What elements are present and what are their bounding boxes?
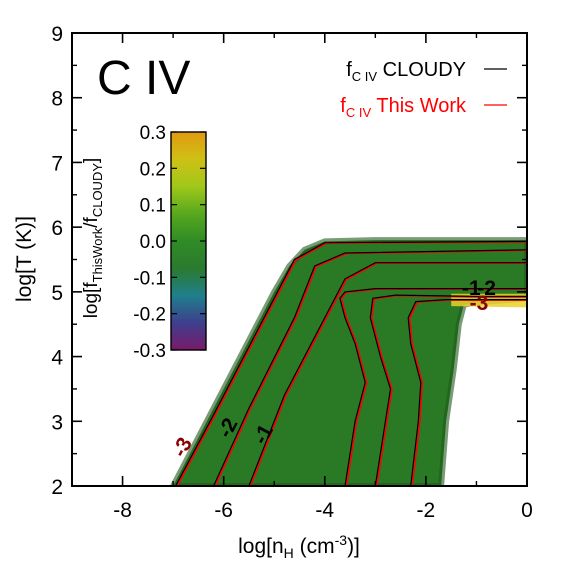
legend-label-part: f (346, 59, 352, 81)
contour-label-4: -2 (477, 277, 496, 300)
x-tick-label: -6 (214, 499, 233, 522)
heatmap-region-edge (169, 237, 527, 486)
colorbar-title-part: log[f (81, 282, 102, 319)
colorbar-tick-label: 0.0 (140, 232, 166, 253)
y-tick-label: 8 (51, 88, 63, 111)
colorbar-tick-label: -0.2 (133, 305, 166, 326)
contour-label-5: -3 (470, 292, 489, 315)
x-tick-label: -8 (113, 499, 132, 522)
legend-entry-label: fC IV CLOUDY (346, 59, 466, 84)
y-tick-label: 2 (51, 476, 63, 499)
y-tick-label: 3 (51, 411, 63, 434)
contour-cloudy-2 (175, 240, 527, 486)
y-tick-label: 7 (51, 152, 63, 175)
legend-label-part: This Work (371, 95, 467, 117)
legend-entry-label: fC IV This Work (340, 95, 467, 120)
x-axis-title-part: log[n (238, 535, 284, 558)
contour-lines (175, 240, 527, 486)
y-tick-label: 4 (51, 347, 63, 370)
y-axis-title: log[T (K)] (13, 216, 36, 302)
legend-label-part: f (340, 95, 346, 117)
y-tick-label: 6 (51, 217, 63, 240)
x-tick-label: -4 (315, 499, 334, 522)
contour-label-3: -1 (462, 277, 481, 300)
x-axis-title-part: (cm (294, 535, 335, 558)
x-axis-title-subscript: H (284, 545, 294, 561)
colorbar-title: log[fThisWork/fCLOUDY] (81, 158, 105, 319)
contour-cloudy-0 (248, 262, 527, 486)
x-tick-label: 0 (521, 499, 533, 522)
colorbar-tick-label: -0.3 (133, 341, 166, 362)
colorbar-title-part: /f (81, 216, 102, 227)
contour-cloudy-1 (213, 249, 527, 486)
legend-label-part: CLOUDY (377, 59, 466, 81)
y-tick-label: 9 (51, 23, 63, 46)
x-axis-title: log[nH (cm-3)] (238, 532, 360, 561)
contour-thiswork-3 (340, 288, 527, 486)
x-axis-title-superscript: -3 (335, 532, 348, 548)
legend-label-subscript: C IV (346, 105, 372, 120)
colorbar-tick-label: -0.1 (133, 268, 166, 289)
contour-cloudy-5 (407, 299, 527, 486)
x-tick-label: -2 (417, 499, 436, 522)
x-axis-title-part: )] (347, 535, 360, 558)
colorbar-title-subscript: CLOUDY (90, 163, 105, 218)
colorbar-tick-label: 0.3 (140, 123, 166, 144)
contour-cloudy-4 (369, 294, 527, 486)
colorbar-title-part: ] (81, 158, 102, 163)
colorbar-tick-label: 0.1 (140, 196, 166, 217)
heatmap-region (173, 240, 527, 486)
colorbar-title-subscript: ThisWork (90, 227, 105, 282)
chart-title: C IV (97, 52, 190, 105)
colorbar-tick-label: 0.2 (140, 159, 166, 180)
y-tick-label: 5 (51, 282, 63, 305)
contour-cloudy-3 (339, 288, 527, 486)
legend-label-subscript: C IV (352, 69, 378, 84)
axis-ticks: -8 -6 -4 -2 0 2 3 4 5 6 7 8 9 (51, 23, 533, 522)
colorbar: 0.3 0.2 0.1 0.0 -0.1 -0.2 -0.3 log[fThisWork/fC… (81, 123, 207, 362)
